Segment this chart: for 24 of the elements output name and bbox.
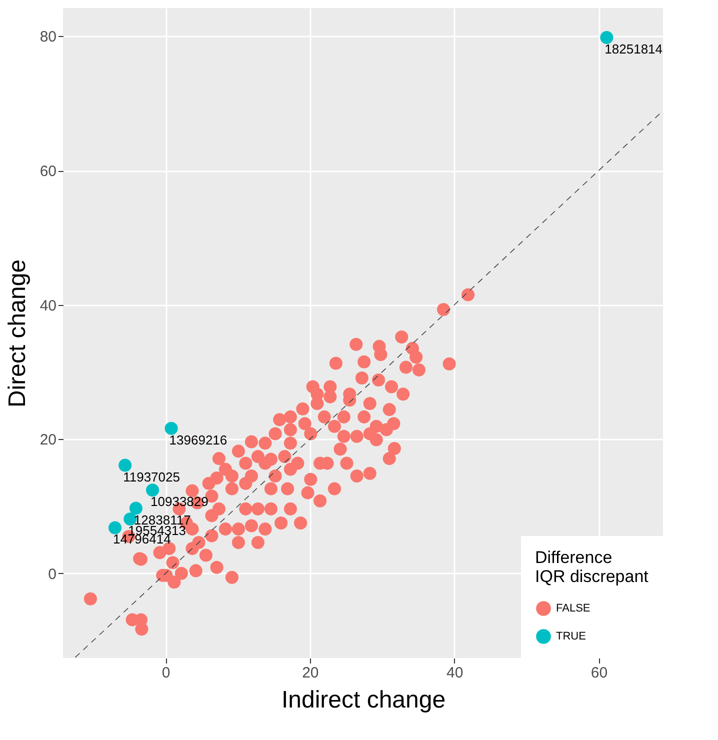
- x-tick-label: 60: [590, 664, 608, 682]
- legend-label: TRUE: [556, 630, 586, 642]
- y-tick-label: 40: [40, 297, 56, 314]
- y-tick-label: 0: [48, 566, 56, 583]
- x-tick-label: 20: [302, 664, 319, 682]
- x-axis-title: Indirect change: [281, 686, 446, 714]
- y-axis-title: Direct change: [4, 259, 31, 408]
- y-tick-label: 80: [40, 28, 56, 46]
- annotation: 11937025: [123, 469, 180, 484]
- point: [129, 502, 142, 515]
- annotation: 13969216: [169, 432, 228, 448]
- annotation: 10933829: [150, 494, 208, 510]
- point: [108, 521, 122, 534]
- point: [146, 484, 160, 497]
- point: [600, 31, 614, 44]
- legend-label: FALSE: [556, 602, 590, 614]
- x-tick-label: 40: [446, 664, 464, 682]
- annotation: 18251814: [604, 42, 663, 57]
- y-tick-label: 60: [40, 163, 56, 180]
- legend-title: Difference IQR discrepant: [535, 548, 649, 586]
- x-tick-label: 0: [162, 664, 170, 682]
- y-tick-label: 20: [40, 432, 56, 449]
- point: [164, 422, 178, 435]
- point: [118, 458, 132, 472]
